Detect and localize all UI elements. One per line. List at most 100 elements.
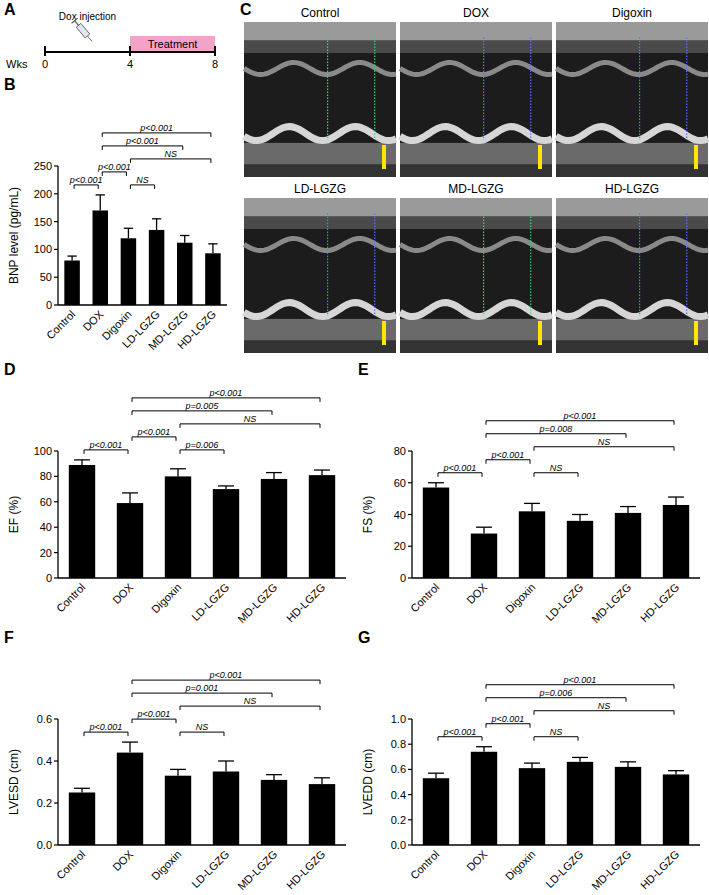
significance-label: p<0.001: [209, 388, 243, 398]
bar-chart: E020406080FS (%)ControlDOXDigoxinLD-LGZG…: [358, 361, 700, 625]
echo-wall: [244, 127, 396, 141]
y-tick: [408, 769, 412, 770]
error-bar: [524, 763, 540, 768]
x-tick-label: DOX: [110, 847, 136, 873]
y-axis-label: FS (%): [361, 496, 375, 533]
error-stem: [435, 773, 436, 778]
significance-bracket: [102, 133, 211, 137]
error-cap: [170, 468, 186, 469]
y-tick: [54, 476, 58, 477]
error-bar: [266, 473, 282, 479]
bar: [213, 772, 239, 846]
echo-band: [244, 198, 396, 217]
y-tick: [54, 802, 58, 803]
significance-bracket: [438, 473, 482, 477]
significance-bracket: [84, 732, 128, 736]
echo-wall: [556, 239, 708, 251]
y-tick: [408, 514, 412, 515]
significance-bracket: [102, 172, 126, 176]
y-axis-label: LVESD (cm): [7, 749, 21, 815]
significance-label: p=0.001: [185, 683, 219, 693]
error-stem: [483, 747, 484, 752]
panel-c: CControlDOXDigoxinLD-LGZGMD-LGZGHD-LGZG: [240, 1, 708, 353]
x-tick-label: HD-LGZG: [284, 581, 327, 624]
bar: [93, 210, 108, 305]
error-bar: [668, 771, 684, 775]
timeline-tick: [44, 46, 46, 56]
y-tick-label: 80: [40, 470, 52, 482]
significance-label: p<0.001: [97, 162, 131, 172]
y-tick: [54, 552, 58, 553]
figure: ATreatment048WksDox injectionCControlDOX…: [0, 0, 709, 895]
significance-label: NS: [550, 727, 563, 737]
significance-bracket: [180, 450, 224, 454]
measurement-line: [686, 214, 687, 316]
echo-band: [400, 143, 552, 165]
error-bar: [122, 742, 138, 753]
y-tick-label: 50: [40, 271, 52, 283]
syringe-needle: [88, 36, 92, 41]
error-bar: [170, 469, 186, 477]
echo-band: [244, 319, 396, 341]
significance-bracket: [102, 146, 183, 150]
error-bar: [428, 773, 444, 778]
error-cap: [572, 514, 588, 515]
significance-bracket: [180, 706, 320, 710]
error-bar: [620, 507, 636, 513]
error-stem: [100, 195, 101, 211]
y-axis-label: EF (%): [7, 496, 21, 533]
x-tick-label: Control: [54, 581, 88, 615]
x-axis: [58, 844, 346, 845]
echo-band: [556, 165, 708, 177]
y-tick-label: 0: [46, 299, 52, 311]
y-tick: [54, 844, 58, 845]
y-tick: [54, 450, 58, 451]
significance-label: p<0.001: [125, 136, 159, 146]
echo-band: [400, 41, 552, 53]
bar: [471, 534, 497, 578]
x-tick-label: HD-LGZG: [638, 848, 681, 891]
y-tick-label: 0.2: [391, 814, 406, 826]
y-tick-label: 100: [34, 243, 52, 255]
echo-background: [400, 198, 552, 353]
x-tick-label: LD-LGZG: [543, 848, 585, 890]
error-bar: [314, 470, 330, 475]
bar: [69, 793, 95, 846]
x-tick-label: LD-LGZG: [543, 581, 585, 623]
y-tick-label: 0.0: [391, 839, 406, 851]
bar: [205, 253, 220, 305]
echo-band: [400, 22, 552, 41]
measurement-line: [686, 38, 687, 140]
echo-background: [244, 22, 396, 177]
echo-wall: [400, 63, 552, 75]
error-stem: [627, 762, 628, 767]
y-tick: [54, 527, 58, 528]
bar-chart: G0.00.20.40.60.81.0LVEDD (cm)ControlDOXD…: [358, 629, 700, 892]
panel-label: B: [4, 76, 16, 93]
y-axis: [57, 719, 58, 845]
error-stem: [129, 493, 130, 503]
error-bar: [314, 778, 330, 784]
error-cap: [170, 769, 186, 770]
error-bar: [218, 761, 234, 772]
measurement-line: [327, 214, 328, 316]
y-tick-label: 40: [394, 509, 406, 521]
error-cap: [218, 760, 234, 761]
error-stem: [225, 761, 226, 772]
scale-bar: [538, 145, 542, 169]
syringe-plunger: [75, 21, 79, 26]
x-tick-label: MD-LGZG: [589, 848, 633, 892]
error-bar: [266, 775, 282, 780]
error-stem: [177, 469, 178, 477]
error-stem: [129, 742, 130, 753]
echo-wall: [556, 303, 708, 317]
bar: [117, 753, 143, 845]
bar: [165, 476, 191, 578]
scale-bar: [538, 321, 542, 345]
error-stem: [321, 778, 322, 784]
echo-band: [244, 22, 396, 41]
bar: [64, 261, 79, 305]
error-cap: [428, 773, 444, 774]
significance-label: p<0.001: [69, 175, 103, 185]
significance-bracket: [132, 693, 272, 697]
